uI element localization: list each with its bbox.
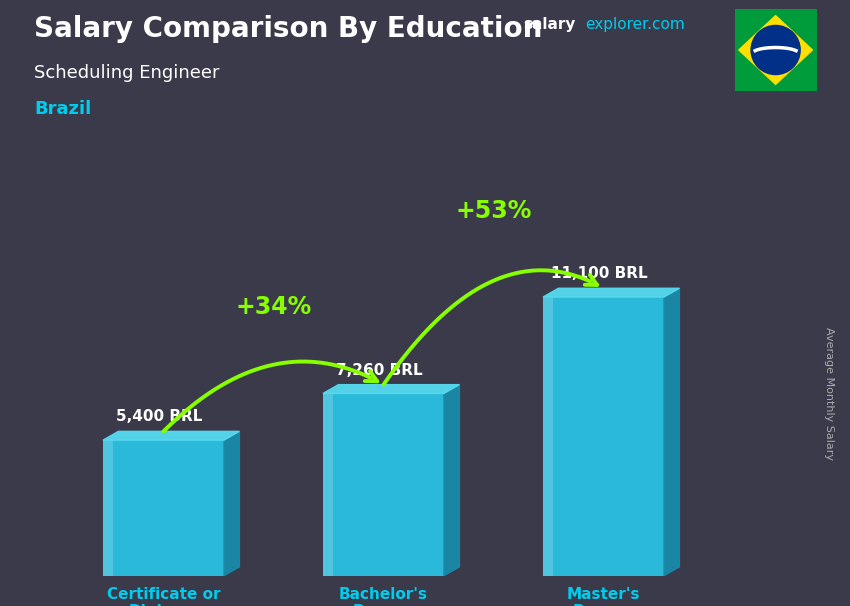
- Polygon shape: [444, 385, 459, 576]
- Polygon shape: [103, 440, 113, 576]
- Polygon shape: [323, 385, 459, 393]
- Text: explorer.com: explorer.com: [585, 17, 684, 32]
- Polygon shape: [103, 431, 240, 440]
- Polygon shape: [664, 288, 679, 576]
- Circle shape: [751, 25, 800, 75]
- Polygon shape: [739, 16, 813, 84]
- Text: salary: salary: [523, 17, 575, 32]
- Text: Salary Comparison By Education: Salary Comparison By Education: [34, 15, 542, 43]
- Text: +34%: +34%: [235, 295, 312, 319]
- Text: Brazil: Brazil: [34, 100, 91, 118]
- Polygon shape: [103, 440, 224, 576]
- Polygon shape: [323, 393, 332, 576]
- Polygon shape: [543, 297, 664, 576]
- Text: Scheduling Engineer: Scheduling Engineer: [34, 64, 219, 82]
- Polygon shape: [323, 393, 444, 576]
- Polygon shape: [543, 288, 679, 297]
- Text: 11,100 BRL: 11,100 BRL: [551, 266, 648, 281]
- Text: Average Monthly Salary: Average Monthly Salary: [824, 327, 834, 461]
- Text: +53%: +53%: [456, 199, 532, 223]
- Text: 7,260 BRL: 7,260 BRL: [336, 362, 422, 378]
- Polygon shape: [224, 431, 240, 576]
- Text: 5,400 BRL: 5,400 BRL: [116, 409, 202, 424]
- Polygon shape: [543, 297, 552, 576]
